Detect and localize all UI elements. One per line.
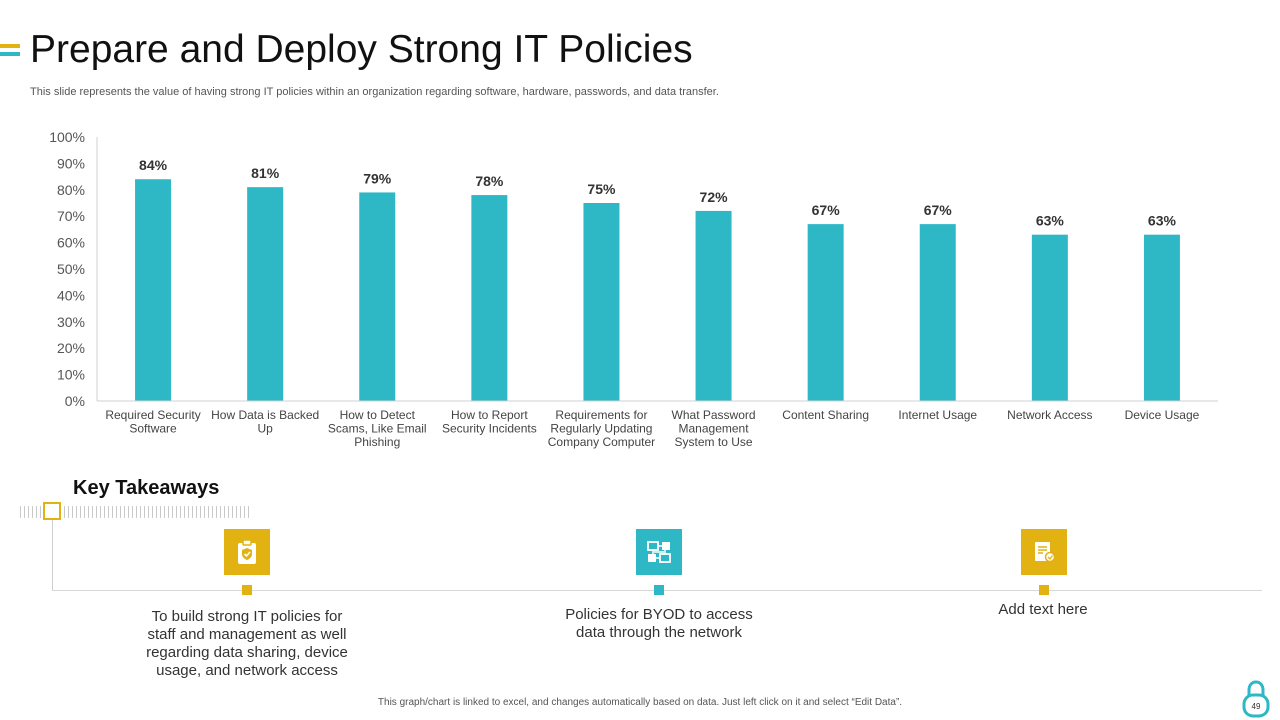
- bar[interactable]: [695, 210, 732, 401]
- data-label: 67%: [924, 202, 953, 218]
- y-tick-label: 10%: [57, 367, 85, 383]
- lock-logo-icon: 49: [1242, 680, 1270, 718]
- takeaway-text: To build strong IT policies for staff an…: [146, 608, 348, 679]
- x-tick-label: Device Usage: [1125, 408, 1200, 422]
- y-tick-label: 50%: [57, 261, 85, 277]
- x-tick-label: Required Security Software: [105, 408, 200, 436]
- data-label: 75%: [587, 181, 616, 197]
- data-label: 84%: [139, 157, 168, 173]
- x-tick-label: Requirements for Regularly Updating Compan…: [548, 408, 655, 449]
- network-devices-icon-box: [636, 529, 682, 575]
- title-accent-yellow: [0, 44, 20, 48]
- timeline-marker: [1039, 585, 1049, 595]
- page-number: 49: [1252, 702, 1261, 711]
- data-label: 67%: [812, 202, 841, 218]
- bar[interactable]: [1031, 234, 1068, 401]
- bar[interactable]: [471, 195, 508, 401]
- y-tick-label: 40%: [57, 287, 85, 303]
- title-accent-teal: [0, 52, 20, 56]
- page-subtitle: This slide represents the value of havin…: [30, 86, 719, 98]
- y-tick-label: 30%: [57, 314, 85, 330]
- y-tick-label: 80%: [57, 182, 85, 198]
- bar[interactable]: [919, 224, 956, 401]
- network-devices-icon: [647, 541, 671, 563]
- x-tick-label: How to Report Security Incidents: [442, 408, 537, 436]
- bar[interactable]: [1143, 234, 1180, 401]
- y-tick-label: 100%: [49, 129, 85, 145]
- ruler-marker: [43, 502, 61, 520]
- bars: 84% 81% 79% 78% 75% 72% 67% 67% 63% 63%: [135, 157, 1180, 401]
- bar[interactable]: [247, 187, 284, 401]
- document-icon: [1035, 542, 1056, 563]
- timeline-marker: [654, 585, 664, 595]
- x-tick-label: Content Sharing: [782, 408, 869, 422]
- footer-note: This graph/chart is linked to excel, and…: [377, 697, 903, 708]
- key-takeaways-title: Key Takeaways: [73, 477, 220, 499]
- bar[interactable]: [583, 203, 620, 401]
- x-tick-label: Network Access: [1007, 408, 1092, 422]
- data-label: 79%: [363, 170, 392, 186]
- bar[interactable]: [807, 224, 844, 401]
- bar-chart[interactable]: 0% 10% 20% 30% 40% 50% 60% 70% 80% 90% 100% 84% 81%…: [0, 120, 1280, 460]
- x-tick-label: Internet Usage: [898, 408, 977, 422]
- y-tick-label: 90%: [57, 155, 85, 171]
- y-tick-label: 0%: [65, 393, 85, 409]
- y-tick-label: 70%: [57, 208, 85, 224]
- timeline-marker: [242, 585, 252, 595]
- data-label: 63%: [1036, 213, 1065, 229]
- takeaway-text: Add text here: [998, 601, 1088, 618]
- y-tick-label: 60%: [57, 235, 85, 251]
- clipboard-shield-icon-box: [224, 529, 270, 575]
- clipboard-shield-icon: [238, 539, 256, 564]
- data-label: 72%: [700, 189, 729, 205]
- x-tick-label: How Data is Backed Up: [211, 408, 319, 436]
- page-title: Prepare and Deploy Strong IT Policies: [30, 28, 693, 71]
- x-tick-label: How to Detect Scams, Like Email Phishing: [328, 408, 427, 449]
- data-label: 78%: [475, 173, 504, 189]
- takeaway-text: Policies for BYOD to access data through…: [565, 606, 753, 641]
- bar[interactable]: [359, 192, 396, 401]
- x-tick-label: What Password Management System to Use: [672, 408, 756, 449]
- connector-vertical: [52, 520, 53, 590]
- x-axis: Required Security Software How Data is Bac…: [97, 400, 1218, 449]
- document-icon-box: [1021, 529, 1067, 575]
- decorative-ruler: [20, 506, 250, 518]
- data-label: 63%: [1148, 213, 1177, 229]
- y-axis: 0% 10% 20% 30% 40% 50% 60% 70% 80% 90% 100%: [49, 129, 98, 409]
- bar[interactable]: [135, 179, 172, 401]
- data-label: 81%: [251, 165, 280, 181]
- y-tick-label: 20%: [57, 340, 85, 356]
